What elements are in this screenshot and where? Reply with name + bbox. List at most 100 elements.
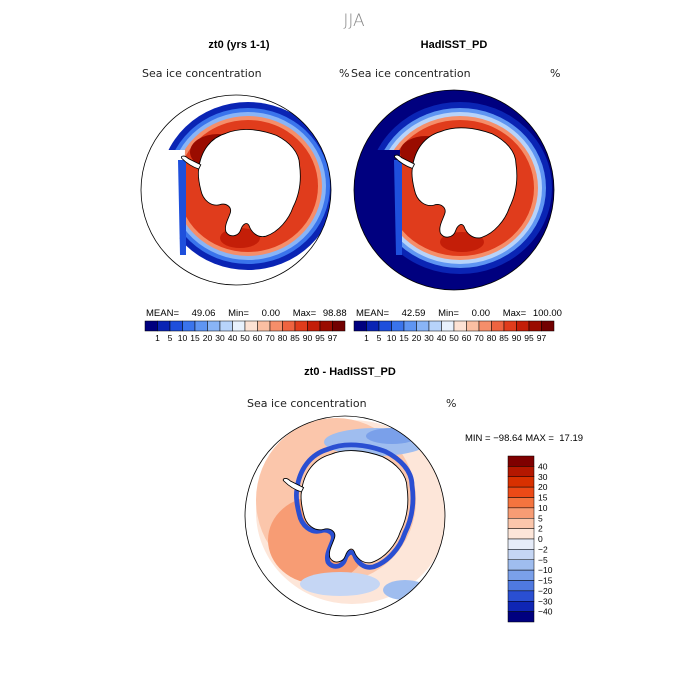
obs-min-value: 0.00 xyxy=(472,308,491,319)
obs-colorbar-tick-label: 95 xyxy=(524,333,534,343)
panel-diff-title: zt0 - HadISST_PD xyxy=(304,366,396,378)
model-colorbar-tick-label: 15 xyxy=(190,333,200,343)
model-colorbar-tick-label: 85 xyxy=(290,333,300,343)
diff-colorbar-swatch xyxy=(507,476,535,488)
obs-colorbar-swatch xyxy=(491,320,505,332)
panel-obs: HadISST_PD Sea ice concentration % MEAN=… xyxy=(351,39,562,343)
obs-colorbar-tick-label: 1 xyxy=(364,333,369,343)
model-colorbar: 1 5 10 15 20 30 40 50 60 70 80 85 90 95 97 xyxy=(144,320,346,343)
obs-colorbar-tick-label: 40 xyxy=(437,333,447,343)
model-colorbar-tick-label: 10 xyxy=(178,333,188,343)
obs-max-value: 100.00 xyxy=(533,308,562,319)
obs-colorbar-swatch xyxy=(353,320,367,332)
model-colorbar-tick-label: 70 xyxy=(265,333,275,343)
diff-colorbar-swatch xyxy=(507,569,535,581)
model-colorbar-swatch xyxy=(257,320,271,332)
model-colorbar-tick-label: 97 xyxy=(328,333,338,343)
model-mean-label: MEAN= xyxy=(146,308,179,319)
svg-text:MEAN= 49.06 Min=: MEAN= 49.06 Min= 0.00 Max= 98.88 xyxy=(146,308,347,319)
diff-colorbar-swatch xyxy=(507,611,535,623)
obs-colorbar-swatch xyxy=(378,320,392,332)
model-colorbar-swatch xyxy=(194,320,208,332)
obs-colorbar-tick-label: 97 xyxy=(537,333,547,343)
panel-obs-title: HadISST_PD xyxy=(421,39,488,51)
diff-colorbar-tick-label: 5 xyxy=(538,513,543,523)
model-colorbar-tick-label: 40 xyxy=(228,333,238,343)
obs-colorbar-swatch xyxy=(466,320,480,332)
obs-map-border xyxy=(353,89,555,291)
model-colorbar-swatch xyxy=(182,320,196,332)
diff-colorbar-swatch xyxy=(507,497,535,509)
panel-model-title: zt0 (yrs 1-1) xyxy=(208,39,269,51)
model-colorbar-swatch xyxy=(282,320,296,332)
obs-colorbar-tick-label: 10 xyxy=(387,333,397,343)
diff-colorbar-tick-label: −40 xyxy=(538,607,553,617)
obs-colorbar-swatch xyxy=(391,320,405,332)
panel-diff-unit: % xyxy=(446,397,456,410)
diff-colorbar-swatch xyxy=(507,601,535,612)
obs-colorbar-tick-label: 70 xyxy=(474,333,484,343)
obs-colorbar-swatch xyxy=(441,320,455,332)
diff-colorbar-tick-label: −15 xyxy=(538,576,553,586)
model-max-value: 98.88 xyxy=(323,308,347,319)
obs-mean-value: 42.59 xyxy=(402,308,426,319)
diff-colorbar-tick-label: 10 xyxy=(538,503,548,513)
obs-colorbar-swatch xyxy=(366,320,380,332)
obs-colorbar-tick-label: 15 xyxy=(399,333,409,343)
model-colorbar-swatch xyxy=(332,320,346,332)
diff-colorbar-tick-label: −20 xyxy=(538,586,553,596)
model-colorbar-tick-label: 1 xyxy=(155,333,160,343)
panel-model-unit: % xyxy=(339,67,349,80)
obs-colorbar-swatch xyxy=(453,320,467,332)
panel-obs-unit: % xyxy=(550,67,560,80)
obs-colorbar-tick-label: 85 xyxy=(499,333,509,343)
obs-mean-label: MEAN= xyxy=(356,308,389,319)
svg-text:MEAN= 42.59 Min=: MEAN= 42.59 Min= 0.00 Max= 100.00 xyxy=(356,308,562,319)
diff-colorbar-swatch xyxy=(507,549,535,560)
model-max-label: Max= xyxy=(293,308,317,319)
model-colorbar-tick-label: 30 xyxy=(215,333,225,343)
diff-colorbar-swatch xyxy=(507,466,535,477)
model-colorbar-tick-label: 80 xyxy=(278,333,288,343)
obs-colorbar-tick-label: 90 xyxy=(512,333,522,343)
model-colorbar-tick-label: 50 xyxy=(240,333,250,343)
model-colorbar-tick-label: 5 xyxy=(168,333,173,343)
obs-colorbar-tick-label: 50 xyxy=(449,333,459,343)
diff-colorbar-swatch xyxy=(507,538,535,550)
panel-diff: zt0 - HadISST_PD Sea ice concentration %… xyxy=(244,366,583,623)
diff-colorbar-swatch xyxy=(507,507,535,519)
model-min-value: 0.00 xyxy=(262,308,281,319)
model-colorbar-tick-label: 60 xyxy=(253,333,263,343)
obs-colorbar-swatch xyxy=(528,320,542,332)
obs-colorbar-swatch xyxy=(478,320,492,332)
model-colorbar-tick-label: 90 xyxy=(303,333,313,343)
panel-obs-variable: Sea ice concentration xyxy=(351,67,471,80)
model-colorbar-swatch xyxy=(219,320,233,332)
diff-colorbar-tick-label: −30 xyxy=(538,596,553,606)
obs-colorbar: 1 5 10 15 20 30 40 50 60 70 80 85 90 95 97 xyxy=(353,320,555,343)
diff-colorbar-tick-label: 2 xyxy=(538,524,543,534)
model-colorbar-swatch xyxy=(269,320,283,332)
panel-model-variable: Sea ice concentration xyxy=(142,67,262,80)
model-colorbar-swatch xyxy=(319,320,333,332)
diff-colorbar-tick-label: −5 xyxy=(538,555,548,565)
diff-minmax: MIN = −98.64 MAX = 17.19 xyxy=(465,433,583,444)
obs-map xyxy=(354,90,554,290)
obs-min-label: Min= xyxy=(438,308,459,319)
obs-colorbar-swatch xyxy=(503,320,517,332)
obs-colorbar-tick-label: 20 xyxy=(412,333,422,343)
obs-colorbar-swatch xyxy=(403,320,417,332)
model-colorbar-swatch xyxy=(232,320,246,332)
diff-colorbar-swatch xyxy=(507,580,535,592)
diff-colorbar-tick-label: −10 xyxy=(538,565,553,575)
obs-colorbar-swatch xyxy=(416,320,430,332)
model-colorbar-tick-label: 20 xyxy=(203,333,213,343)
model-colorbar-swatch xyxy=(307,320,321,332)
diff-colorbar-swatch xyxy=(507,528,535,540)
diff-map-border xyxy=(244,415,446,617)
season-title: JJA xyxy=(343,11,365,31)
diff-colorbar-tick-label: 20 xyxy=(538,482,548,492)
model-colorbar-swatch xyxy=(244,320,258,332)
model-colorbar-swatch xyxy=(169,320,183,332)
